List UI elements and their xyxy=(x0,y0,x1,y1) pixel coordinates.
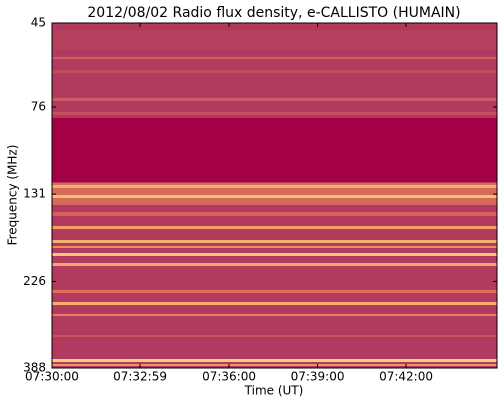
y-tick-label: 76 xyxy=(31,99,46,113)
x-tick-label: 07:32:59 xyxy=(113,370,167,384)
x-tick-label: 07:36:00 xyxy=(202,370,256,384)
x-tick-label: 07:39:00 xyxy=(291,370,345,384)
y-axis-label: Frequency (MHz) xyxy=(6,145,20,246)
y-tick-label: 226 xyxy=(23,274,46,288)
x-axis-label: Time (UT) xyxy=(244,384,304,398)
plot-frame xyxy=(51,22,498,369)
x-tick-label: 07:30:00 xyxy=(25,370,79,384)
y-tick-label: 131 xyxy=(23,187,46,201)
y-tick-label: 45 xyxy=(31,16,46,30)
chart-title: 2012/08/02 Radio flux density, e-CALLIST… xyxy=(87,5,460,21)
spectrogram-image xyxy=(52,23,497,368)
x-tick-label: 07:42:00 xyxy=(379,370,433,384)
y-tick-label: 388 xyxy=(23,361,46,375)
